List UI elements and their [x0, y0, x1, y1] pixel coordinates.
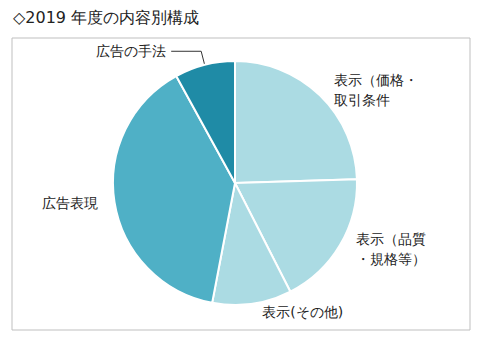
svg-text:広告の手法: 広告の手法 [96, 43, 166, 59]
svg-text:表示（品質: 表示（品質 [356, 231, 426, 247]
svg-text:表示（価格・: 表示（価格・ [334, 72, 418, 88]
svg-text:取引条件: 取引条件 [334, 92, 390, 108]
svg-text:・規格等）: ・規格等） [356, 251, 426, 267]
svg-text:広告表現: 広告表現 [42, 195, 98, 211]
svg-text:表示(その他): 表示(その他) [262, 304, 343, 320]
svg-text:◇2019 年度の内容別構成: ◇2019 年度の内容別構成 [13, 8, 199, 27]
